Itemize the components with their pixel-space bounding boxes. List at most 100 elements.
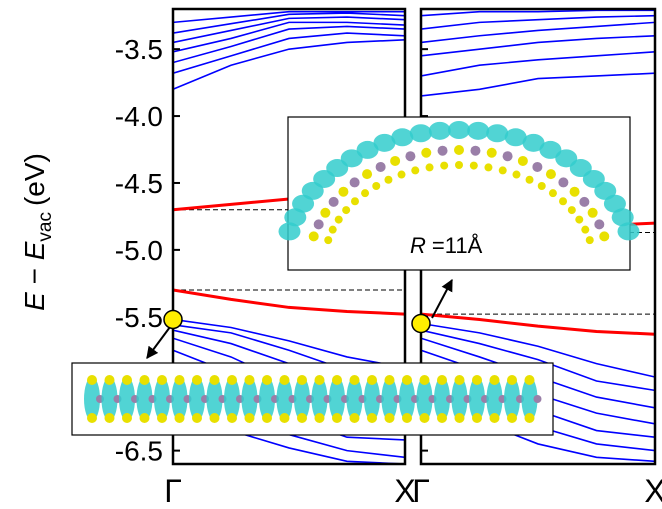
atom <box>385 413 395 423</box>
atom <box>470 146 480 156</box>
atom <box>484 163 492 171</box>
inset-curved: R=11Å <box>278 117 639 270</box>
atom <box>367 413 377 423</box>
atom <box>245 413 255 423</box>
atom <box>538 182 546 190</box>
atom <box>588 208 598 218</box>
atom <box>402 375 412 385</box>
atom <box>140 375 150 385</box>
y-tick-label: -4.5 <box>115 168 163 199</box>
atom <box>455 413 465 423</box>
atom <box>438 146 448 156</box>
atom <box>455 161 463 169</box>
atom <box>526 176 534 184</box>
atom <box>350 413 360 423</box>
atom <box>309 231 319 241</box>
atom <box>472 413 482 423</box>
band-highlight <box>173 290 405 314</box>
atom <box>280 413 290 423</box>
atom <box>210 413 220 423</box>
y-label-minus: − <box>19 268 50 284</box>
band-highlight <box>421 314 655 334</box>
atom <box>512 171 520 179</box>
atom <box>210 375 220 385</box>
arrow <box>432 280 452 318</box>
band <box>173 40 405 90</box>
atom <box>297 375 307 385</box>
atom <box>420 413 430 423</box>
atom <box>532 162 542 172</box>
atom <box>525 413 535 423</box>
atom <box>175 413 185 423</box>
atom <box>324 236 332 244</box>
atom <box>575 216 583 224</box>
atom <box>315 375 325 385</box>
atom <box>329 226 337 234</box>
atom <box>314 219 324 229</box>
atom <box>546 169 556 179</box>
atom <box>455 375 465 385</box>
atom <box>402 413 412 423</box>
atom <box>227 413 237 423</box>
band <box>421 73 655 96</box>
atom <box>420 375 430 385</box>
atom <box>262 413 272 423</box>
orbital <box>467 122 489 140</box>
y-tick-label: -6.5 <box>115 436 163 467</box>
atom <box>362 169 372 179</box>
atom <box>426 163 434 171</box>
atom <box>105 413 115 423</box>
atom <box>87 413 97 423</box>
x-tick-label: Γ <box>164 473 182 509</box>
atom <box>440 162 448 170</box>
orbital <box>410 124 432 142</box>
atom <box>367 375 377 385</box>
x-tick-label: X <box>644 473 662 509</box>
y-label-ref: E <box>19 241 50 260</box>
atom <box>157 375 167 385</box>
atom <box>350 177 360 187</box>
atom <box>568 206 576 214</box>
annotation: R=11Å <box>410 233 483 258</box>
atom <box>503 151 513 161</box>
y-tick-label: -5.0 <box>115 235 163 266</box>
inset-flat <box>72 363 553 435</box>
atom <box>372 182 380 190</box>
atom <box>525 375 535 385</box>
atom <box>570 187 580 197</box>
atom <box>192 375 202 385</box>
y-tick-label: -3.5 <box>115 34 163 65</box>
atom <box>454 145 464 155</box>
band <box>173 12 405 23</box>
annotation-symbol: R <box>410 233 426 258</box>
atom <box>437 375 447 385</box>
atom <box>559 197 567 205</box>
atom <box>581 226 589 234</box>
atom <box>140 413 150 423</box>
annotation-text: =11Å <box>432 233 483 258</box>
atom <box>490 413 500 423</box>
atom <box>342 206 350 214</box>
atom <box>518 156 528 166</box>
y-tick-label: -5.5 <box>115 302 163 333</box>
y-tick-label: -4.0 <box>115 101 163 132</box>
atom <box>390 156 400 166</box>
atom <box>599 231 609 241</box>
atom <box>594 219 604 229</box>
atom <box>411 166 419 174</box>
atom <box>297 413 307 423</box>
atom <box>87 375 97 385</box>
orbital <box>391 128 413 146</box>
atom <box>549 189 557 197</box>
y-label-sub: vac <box>35 212 56 242</box>
atom <box>472 375 482 385</box>
y-label-unit: (eV) <box>19 153 50 206</box>
y-label-main: E <box>19 292 50 311</box>
atom <box>122 413 132 423</box>
atom <box>175 375 185 385</box>
atom <box>470 162 478 170</box>
atom <box>105 375 115 385</box>
band <box>421 52 655 76</box>
atom <box>157 413 167 423</box>
atom <box>245 375 255 385</box>
